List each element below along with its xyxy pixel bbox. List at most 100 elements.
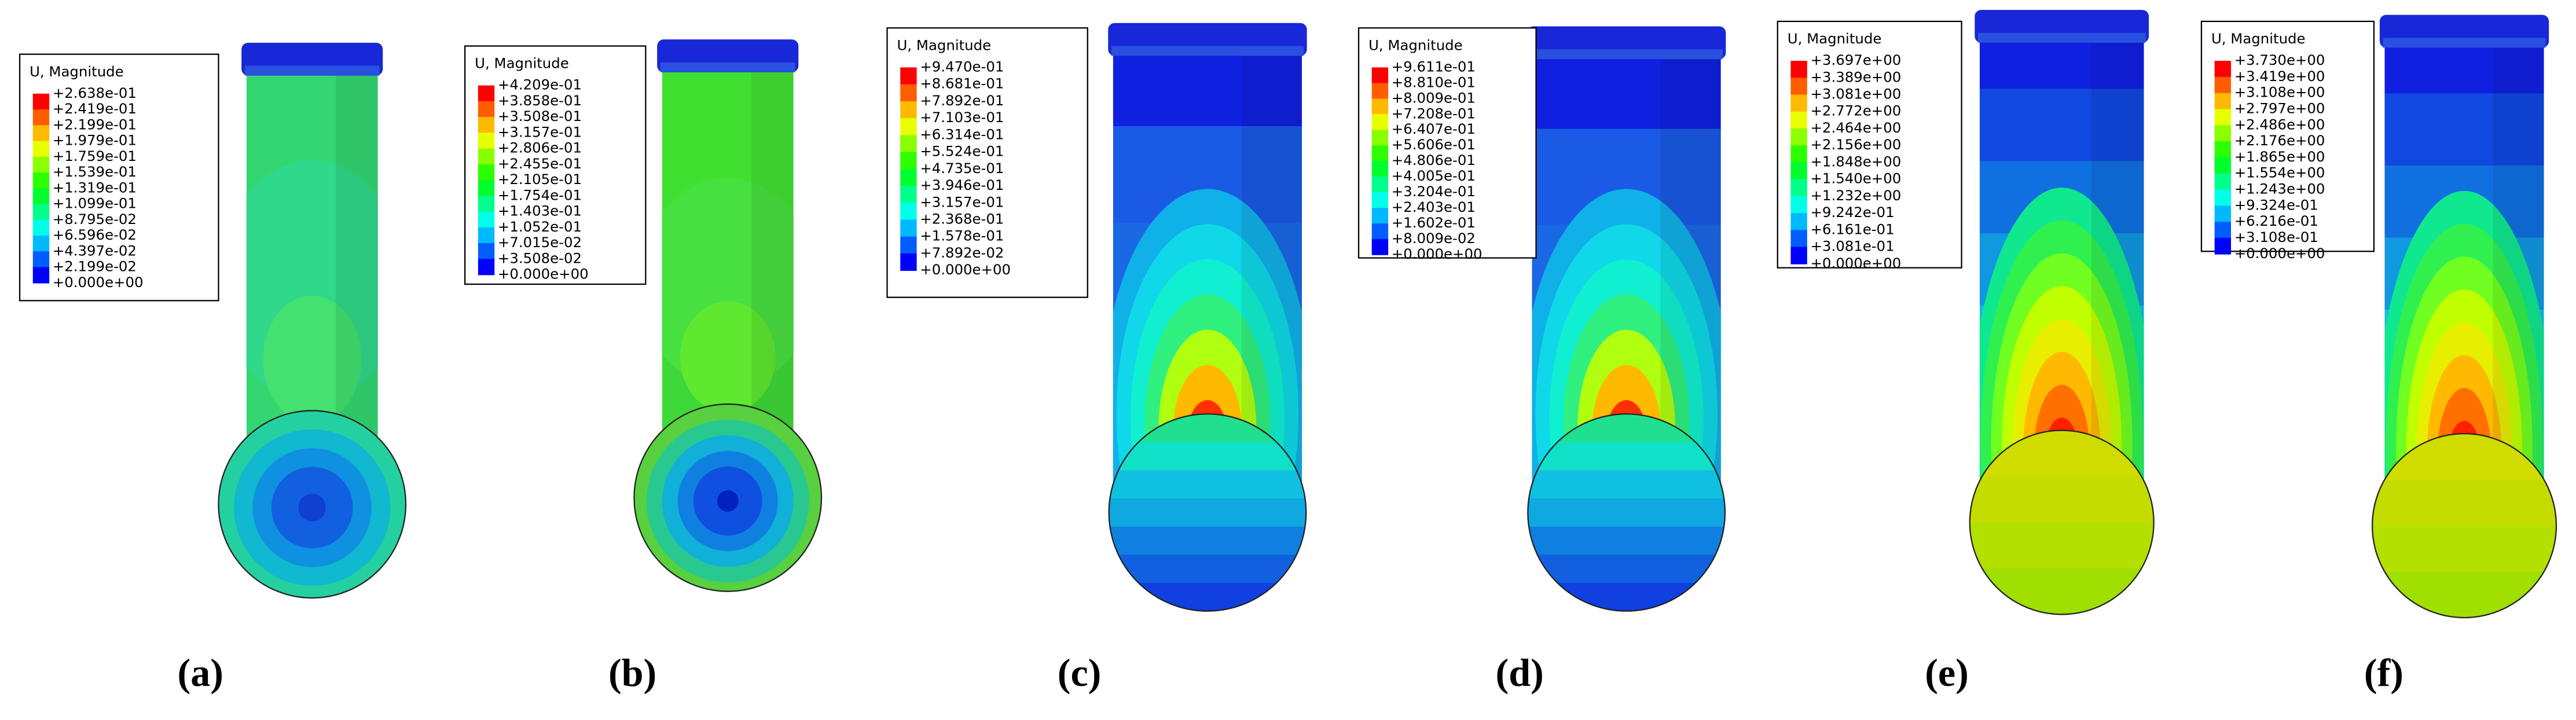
caption: (b): [608, 651, 656, 695]
legend-label: +9.611e-01: [1392, 58, 1476, 75]
legend-swatch: [900, 236, 917, 254]
legend-swatch: [2214, 76, 2232, 94]
legend-title: U, Magnitude: [475, 55, 569, 72]
sphere-contour: [1109, 442, 1307, 471]
legend-swatch: [2214, 157, 2232, 174]
legend-swatch: [32, 267, 50, 284]
legend-label: +2.638e-01: [53, 85, 137, 101]
legend-label: +1.848e+00: [1810, 153, 1901, 170]
legend-swatch: [1371, 145, 1389, 162]
sphere: [634, 404, 822, 592]
legend-label: +6.161e-01: [1810, 221, 1894, 237]
sphere-outline: [1527, 413, 1726, 612]
legend-swatch: [1790, 230, 1807, 248]
legend-swatch: [478, 164, 495, 181]
legend-label: +1.979e-01: [53, 132, 137, 149]
legend-swatch: [32, 204, 50, 221]
legend-label: +2.403e-01: [1392, 199, 1476, 215]
tube-cap-band: [1977, 32, 2146, 43]
sphere-contour: [1109, 498, 1307, 528]
caption: (a): [178, 651, 223, 695]
legend-label: +1.243e+00: [2234, 181, 2325, 197]
legend-label: +3.157e-01: [920, 193, 1004, 210]
legend-swatch: [2214, 173, 2232, 190]
legend-title: U, Magnitude: [1788, 30, 1882, 47]
sphere-contour: [1528, 442, 1725, 471]
sphere-contour: [1528, 470, 1725, 499]
legend-label: +5.524e-01: [920, 143, 1004, 160]
legend-swatch: [1371, 98, 1389, 115]
sphere-contour: [298, 494, 326, 521]
legend-swatch: [900, 253, 917, 271]
legend-box: [1777, 20, 1962, 269]
legend-label: +3.108e-01: [2234, 229, 2318, 245]
legend-swatch: [32, 236, 50, 252]
legend-swatch: [1371, 238, 1389, 255]
legend-swatch: [900, 135, 917, 153]
legend-label: +1.759e-01: [53, 148, 137, 164]
sphere-contour: [2372, 479, 2556, 527]
legend-label: +3.204e-01: [1392, 183, 1476, 200]
legend-label: +4.806e-01: [1392, 152, 1476, 168]
sphere-outline: [1108, 413, 1307, 612]
sphere-contour: [2372, 526, 2556, 573]
sphere-contour: [1969, 522, 2154, 570]
legend-label: +1.754e-01: [498, 186, 582, 203]
legend-swatch: [900, 118, 917, 136]
legend-label: +3.157e-01: [498, 123, 582, 140]
legend-label: +7.892e-02: [920, 244, 1004, 261]
legend-swatch: [1790, 196, 1807, 214]
legend-swatch: [2214, 237, 2232, 255]
legend-label: +1.539e-01: [53, 163, 137, 180]
legend-swatch: [478, 180, 495, 197]
tube-band: [2384, 93, 2544, 167]
legend-swatch: [1371, 67, 1389, 84]
sphere-contour: [1528, 526, 1725, 556]
legend-swatch: [900, 186, 917, 204]
sphere-outline: [2371, 433, 2557, 619]
tube-cap-band: [1111, 46, 1304, 56]
panel: U, Magnitude+9.611e-01+8.810e-01+8.009e-…: [1357, 26, 1726, 695]
legend-label: +8.009e-02: [1392, 230, 1476, 247]
legend-swatch: [1790, 213, 1807, 231]
legend-swatch: [900, 67, 917, 85]
legend-label: +6.407e-01: [1392, 120, 1476, 137]
legend-swatch: [32, 172, 50, 189]
legend-label: +2.455e-01: [498, 155, 582, 172]
legend-label: +2.368e-01: [920, 210, 1004, 227]
sphere-outline: [1969, 429, 2155, 615]
legend-label: +6.216e-01: [2234, 212, 2318, 229]
legend-swatch: [2214, 109, 2232, 126]
legend-swatch: [2214, 125, 2232, 142]
legend-label: +3.419e+00: [2234, 68, 2325, 85]
sphere-contour: [1109, 470, 1307, 499]
legend-swatch: [1790, 128, 1807, 146]
panel: U, Magnitude +3.697e+00+3.389e+00+3.081e+…: [1777, 10, 2155, 695]
sphere-contour: [1109, 583, 1307, 611]
legend-swatch: [478, 85, 495, 102]
legend-label: +4.005e-01: [1392, 167, 1476, 184]
legend-label: +3.508e-01: [498, 108, 582, 124]
legend-title: U, Magnitude: [2211, 30, 2306, 47]
legend-label: +1.540e+00: [1810, 170, 1901, 187]
legend-swatch: [478, 196, 495, 212]
legend-label: +2.772e+00: [1810, 102, 1901, 119]
legend-label: +2.797e+00: [2234, 100, 2325, 116]
legend-swatch: [1371, 161, 1389, 177]
legend-label: +0.000e+00: [1810, 255, 1901, 271]
caption: (e): [1925, 651, 1969, 695]
legend-swatch: [1790, 162, 1807, 180]
tube-band: [1979, 89, 2144, 162]
legend-label: +3.858e-01: [498, 92, 582, 109]
legend-swatch: [1790, 111, 1807, 129]
legend-box: [886, 27, 1088, 298]
sphere-outline: [633, 403, 823, 592]
legend-label: +3.081e+00: [1810, 86, 1901, 102]
legend-title: U, Magnitude: [1368, 37, 1463, 54]
tube-cap-band: [244, 65, 380, 76]
legend-swatch: [478, 243, 495, 260]
sphere-contour: [717, 490, 739, 512]
legend-label: +2.199e-01: [53, 116, 137, 133]
legend-swatch: [2214, 61, 2232, 78]
legend-label: +0.000e+00: [1392, 245, 1483, 262]
